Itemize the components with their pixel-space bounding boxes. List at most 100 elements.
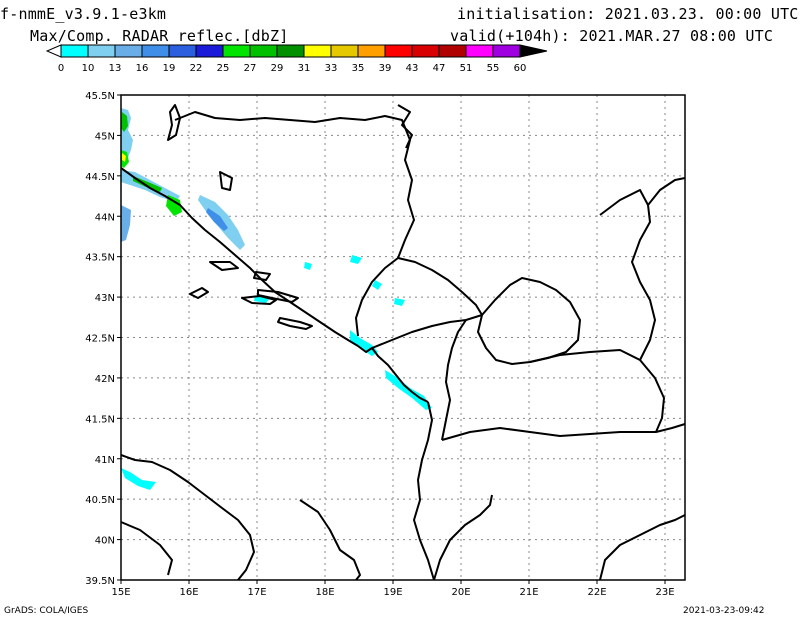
albania-coast xyxy=(413,401,435,581)
echo-scatter-4 xyxy=(304,262,312,270)
model-title: f-nmmE_v3.9.1-e3km xyxy=(0,5,167,23)
lat-label: 41N xyxy=(95,455,115,466)
colorbar-label: 35 xyxy=(352,63,365,74)
colorbar-label: 0 xyxy=(58,63,64,74)
border-albania-macedonia xyxy=(441,319,467,441)
initialisation-time: initialisation: 2021.03.23. 00:00 UTC xyxy=(457,5,799,23)
colorbar-swatch-0 xyxy=(60,44,89,58)
island-korcula xyxy=(277,317,313,330)
product-title: Max/Comp. RADAR reflec.[dbZ] xyxy=(30,27,289,45)
echo-scatter-2 xyxy=(394,298,405,306)
footer-credit: GrADS: COLA/IGES xyxy=(4,606,89,616)
colorbar-label: 29 xyxy=(271,63,284,74)
echo-dalmatia-core xyxy=(206,208,228,231)
colorbar-label: 19 xyxy=(163,63,176,74)
map-panel: 45.5N 45N 44.5N 44N 43.5N 43N 42.5N 42N 41.5N 41N… xyxy=(85,91,686,598)
colorbar-swatch-13 xyxy=(411,44,440,58)
island-pag xyxy=(189,287,209,299)
island-cres xyxy=(219,171,233,191)
colorbar-label: 31 xyxy=(298,63,311,74)
border-serbia-romania xyxy=(599,189,649,216)
colorbar-label: 25 xyxy=(217,63,230,74)
colorbar-label: 27 xyxy=(244,63,257,74)
lon-label: 19E xyxy=(383,587,402,598)
lat-label: 45N xyxy=(95,131,115,142)
colorbar-swatch-9 xyxy=(303,44,332,58)
colorbar-swatch-16 xyxy=(492,44,521,58)
lat-label: 45.5N xyxy=(85,91,115,102)
lat-label: 41.5N xyxy=(85,414,115,425)
colorbar-swatch-14 xyxy=(438,44,467,58)
island-krk xyxy=(167,104,181,141)
colorbar-swatch-4 xyxy=(168,44,197,58)
colorbar-swatch-10 xyxy=(330,44,359,58)
colorbar-label: 51 xyxy=(460,63,473,74)
echo-scatter-1 xyxy=(350,255,362,264)
lon-label: 15E xyxy=(111,587,130,598)
lon-label: 20E xyxy=(451,587,470,598)
lat-label: 43.5N xyxy=(85,253,115,264)
lat-label: 44N xyxy=(95,212,115,223)
border-bosnia-serbia xyxy=(397,257,483,316)
lat-label: 44.5N xyxy=(85,172,115,183)
colorbar-swatch-15 xyxy=(465,44,494,58)
lat-label: 40.5N xyxy=(85,495,115,506)
colorbar: 0 10 13 16 19 22 25 27 29 31 33 35 39 43 47 51 55 60 xyxy=(45,44,548,74)
salento-coast xyxy=(120,521,173,576)
echo-north-dalmatia xyxy=(121,205,131,242)
colorbar-label: 13 xyxy=(109,63,122,74)
island-brac xyxy=(241,295,277,305)
lon-label: 18E xyxy=(315,587,334,598)
colorbar-label: 39 xyxy=(379,63,392,74)
colorbar-swatch-2 xyxy=(114,44,143,58)
italy-coast xyxy=(120,454,255,581)
lon-label: 21E xyxy=(519,587,538,598)
colorbar-label: 10 xyxy=(82,63,95,74)
coastlines-and-borders xyxy=(120,104,686,581)
colorbar-label: 43 xyxy=(406,63,419,74)
echo-scatter-3 xyxy=(372,280,382,290)
echo-kvarner-core xyxy=(133,176,162,192)
colorbar-label: 60 xyxy=(514,63,527,74)
calabria-coast xyxy=(299,499,361,581)
island-hvar xyxy=(257,289,299,303)
greece-coast xyxy=(599,514,686,581)
colorbar-swatch-7 xyxy=(249,44,278,58)
lat-label: 42.5N xyxy=(85,334,115,345)
echo-istria-peak xyxy=(122,153,126,162)
colorbar-swatch-1 xyxy=(87,44,116,58)
island-brijuni xyxy=(253,271,271,281)
island-dugi-otok xyxy=(209,261,239,271)
echo-puglia xyxy=(121,468,156,490)
lat-label: 42N xyxy=(95,374,115,385)
colorbar-label: 47 xyxy=(433,63,446,74)
lon-label: 17E xyxy=(247,587,266,598)
colorbar-label: 16 xyxy=(136,63,149,74)
colorbar-label: 22 xyxy=(190,63,203,74)
lon-label: 16E xyxy=(179,587,198,598)
colorbar-swatch-6 xyxy=(222,44,251,58)
border-croatia-bosnia xyxy=(174,111,415,259)
colorbar-swatch-3 xyxy=(141,44,170,58)
colorbar-arrow-left xyxy=(45,44,62,58)
colorbar-swatch-17 xyxy=(519,44,548,58)
colorbar-label: 33 xyxy=(325,63,338,74)
lat-label: 40N xyxy=(95,536,115,547)
colorbar-swatch-8 xyxy=(276,44,305,58)
drava-border xyxy=(397,104,413,149)
colorbar-swatch-11 xyxy=(357,44,386,58)
adriatic-east-coast xyxy=(120,167,429,403)
echo-velebit xyxy=(166,195,182,216)
valid-time: valid(+104h): 2021.MAR.27 08:00 UTC xyxy=(450,27,774,45)
colorbar-label: 55 xyxy=(487,63,500,74)
border-macedonia-greece xyxy=(441,423,686,441)
axis-ticks: 45.5N 45N 44.5N 44N 43.5N 43N 42.5N 42N 41.5N 41N… xyxy=(85,91,674,598)
lat-label: 39.5N xyxy=(85,576,115,587)
border-serbia-bulgaria xyxy=(631,177,686,361)
colorbar-swatch-12 xyxy=(384,44,413,58)
lat-label: 43N xyxy=(95,293,115,304)
lon-label: 22E xyxy=(587,587,606,598)
border-bosnia-montenegro xyxy=(355,257,399,337)
border-kosovo xyxy=(477,277,581,365)
